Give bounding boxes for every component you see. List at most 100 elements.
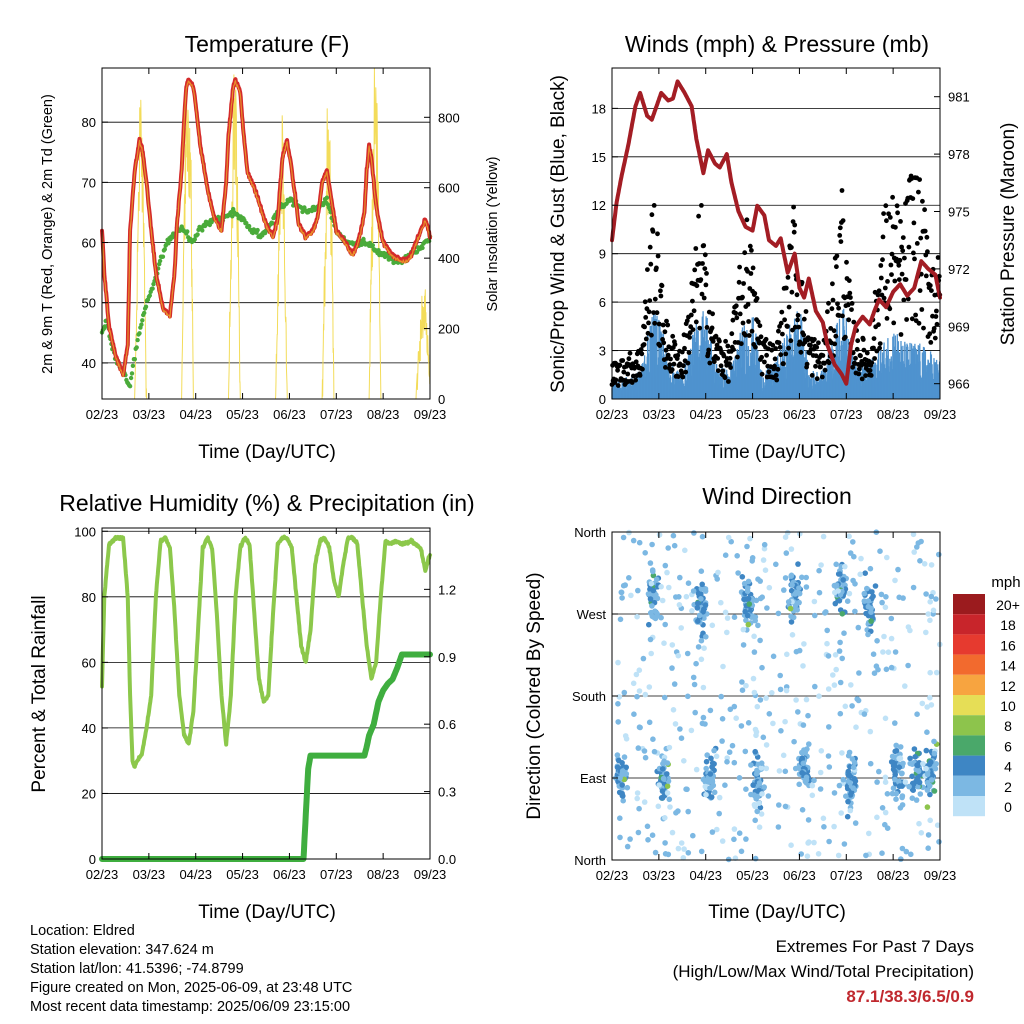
- direction-point: [750, 675, 757, 682]
- gust-point: [826, 360, 832, 366]
- gust-point: [633, 359, 639, 365]
- direction-point: [806, 741, 812, 747]
- direction-point: [933, 596, 939, 602]
- direction-point: [880, 649, 886, 655]
- gust-point: [849, 307, 854, 312]
- gust-point: [704, 271, 709, 276]
- recent-timestamp: Most recent data timestamp: 2025/06/09 2…: [30, 999, 351, 1015]
- direction-point: [825, 686, 832, 692]
- wind-direction-x-ticks: 02/23 03/23 04/23 05/23 06/23 07/23 08/23 09/23: [596, 532, 956, 883]
- direction-point: [776, 768, 783, 774]
- gust-point: [868, 373, 874, 378]
- gust-point: [888, 262, 894, 268]
- direction-point: [924, 729, 930, 735]
- gust-point: [932, 335, 938, 341]
- gust-point: [801, 332, 807, 338]
- direction-point: [776, 802, 782, 808]
- direction-point: [659, 766, 666, 772]
- direction-point: [693, 766, 700, 773]
- gust-point: [840, 218, 846, 224]
- direction-point: [826, 764, 833, 770]
- gust-point: [700, 261, 705, 266]
- direction-point: [816, 589, 823, 596]
- direction-point: [741, 580, 748, 587]
- direction-point: [917, 791, 924, 797]
- gust-point: [745, 302, 751, 307]
- gust-point: [781, 361, 786, 367]
- direction-point: [619, 595, 625, 601]
- direction-point: [882, 779, 889, 785]
- gust-point: [649, 212, 655, 218]
- gust-point: [867, 368, 873, 373]
- temperature-y-label: 2m & 9m T (Red, Orange) & 2m Td (Green): [40, 94, 56, 374]
- direction-point: [816, 567, 822, 574]
- direction-point: [716, 794, 723, 801]
- direction-point: [927, 669, 933, 676]
- direction-point: [916, 820, 922, 827]
- direction-point: [817, 786, 824, 792]
- direction-point: [778, 728, 784, 734]
- gust-point: [783, 351, 789, 357]
- direction-point: [675, 845, 682, 852]
- direction-point: [704, 777, 710, 784]
- direction-point: [761, 545, 768, 552]
- y-right-tick-label: 969: [948, 319, 970, 334]
- direction-point: [617, 775, 623, 781]
- direction-point: [731, 826, 738, 832]
- gust-point: [919, 307, 925, 312]
- gust-point: [779, 309, 785, 315]
- direction-point: [656, 532, 663, 538]
- direction-point: [846, 590, 853, 597]
- direction-point: [788, 587, 795, 594]
- gust-point: [757, 323, 763, 329]
- direction-point: [662, 815, 668, 821]
- x-tick-label: 05/23: [226, 867, 259, 882]
- direction-point: [865, 631, 871, 638]
- gust-point: [615, 367, 620, 373]
- direction-point: [724, 759, 730, 765]
- gust-point: [701, 295, 707, 301]
- y-tick-label: 100: [74, 524, 96, 539]
- gust-point: [834, 253, 840, 259]
- gust-point: [929, 288, 934, 293]
- direction-point: [924, 771, 931, 778]
- direction-point: [630, 537, 637, 544]
- gust-point: [629, 380, 635, 385]
- direction-point: [647, 596, 654, 602]
- gust-point: [645, 267, 650, 272]
- y-tick-label: North: [574, 853, 606, 868]
- wind-direction-gridlines: [612, 531, 940, 861]
- direction-point: [718, 693, 724, 700]
- gust-point: [884, 316, 890, 321]
- direction-point: [914, 711, 920, 717]
- direction-point: [892, 649, 899, 655]
- direction-point: [915, 778, 922, 785]
- gust-point: [651, 310, 656, 315]
- gust-point: [931, 326, 937, 331]
- direction-point: [804, 746, 810, 752]
- direction-point: [634, 790, 641, 796]
- direction-point: [868, 618, 874, 624]
- direction-point: [733, 715, 739, 721]
- gust-point: [774, 377, 780, 383]
- gust-point: [814, 376, 820, 382]
- direction-point: [634, 693, 640, 700]
- y-tick-label: 40: [82, 721, 96, 736]
- direction-point: [671, 681, 678, 687]
- direction-point: [835, 588, 841, 594]
- direction-point: [820, 815, 827, 822]
- dewpoint-point: [150, 286, 155, 291]
- direction-point: [826, 724, 832, 730]
- direction-point: [746, 601, 753, 607]
- direction-point: [833, 561, 839, 568]
- direction-point: [740, 626, 747, 633]
- direction-point: [738, 723, 745, 729]
- direction-point: [698, 596, 704, 602]
- direction-point: [641, 799, 648, 805]
- dewpoint-point: [134, 345, 139, 350]
- direction-point: [825, 753, 832, 759]
- temperature-y-ticks: 40 50 60 70 80: [82, 115, 108, 371]
- direction-point: [647, 591, 653, 597]
- direction-point: [731, 703, 738, 710]
